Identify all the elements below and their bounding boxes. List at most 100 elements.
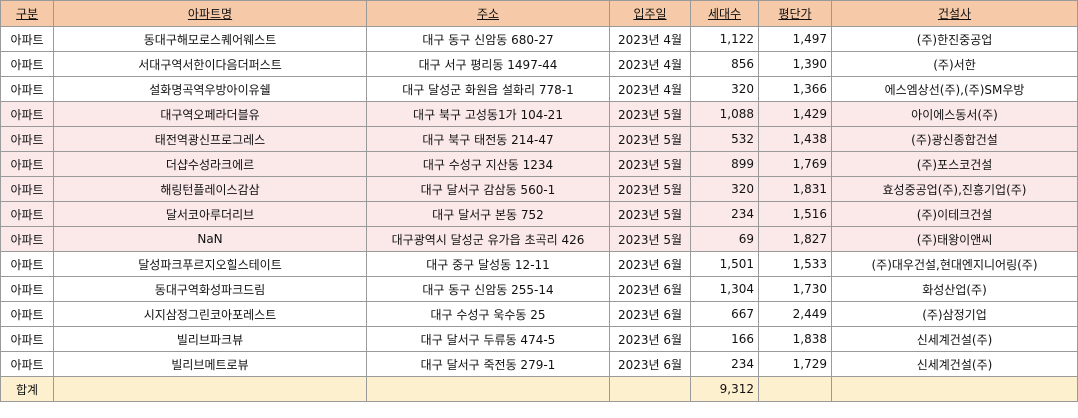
cell-price[interactable]: 1,769 <box>758 151 832 177</box>
cell-date[interactable]: 2023년 4월 <box>609 76 691 102</box>
cell-price[interactable]: 1,831 <box>758 176 832 202</box>
column-header-date[interactable]: 입주일 <box>609 0 691 27</box>
cell-name[interactable]: 태전역광신프로그레스 <box>53 126 367 152</box>
cell-price[interactable]: 1,429 <box>758 101 832 127</box>
cell-address[interactable]: 대구 동구 신암동 255-14 <box>366 276 610 302</box>
cell-date[interactable]: 2023년 6월 <box>609 276 691 302</box>
cell-price[interactable]: 2,449 <box>758 301 832 327</box>
cell-name[interactable]: NaN <box>53 226 367 252</box>
cell-address[interactable]: 대구 동구 신암동 680-27 <box>366 26 610 52</box>
cell-address[interactable]: 대구 수성구 지산동 1234 <box>366 151 610 177</box>
cell-date[interactable]: 2023년 5월 <box>609 201 691 227</box>
cell-type[interactable]: 아파트 <box>0 226 54 252</box>
cell-date[interactable]: 2023년 6월 <box>609 326 691 352</box>
cell-address[interactable]: 대구 달성군 화원읍 설화리 778-1 <box>366 76 610 102</box>
cell-date[interactable]: 2023년 4월 <box>609 51 691 77</box>
cell-builder[interactable]: (주)이테크건설 <box>831 201 1078 227</box>
cell-builder[interactable]: 화성산업(주) <box>831 276 1078 302</box>
cell-date[interactable]: 2023년 5월 <box>609 176 691 202</box>
cell-type[interactable]: 아파트 <box>0 276 54 302</box>
cell-units[interactable]: 234 <box>690 201 759 227</box>
cell-name[interactable]: 달서코아루더리브 <box>53 201 367 227</box>
cell-address[interactable]: 대구광역시 달성군 유가읍 초곡리 426 <box>366 226 610 252</box>
cell-type[interactable]: 아파트 <box>0 251 54 277</box>
cell-units[interactable]: 532 <box>690 126 759 152</box>
cell-date[interactable]: 2023년 5월 <box>609 151 691 177</box>
cell-price[interactable]: 1,827 <box>758 226 832 252</box>
cell-name[interactable]: 빌리브메트로뷰 <box>53 351 367 377</box>
cell-builder[interactable]: (주)서한 <box>831 51 1078 77</box>
cell-units[interactable]: 1,088 <box>690 101 759 127</box>
cell-name[interactable]: 대구역오페라더블유 <box>53 101 367 127</box>
cell-units[interactable]: 320 <box>690 76 759 102</box>
cell-name[interactable]: 설화명곡역우방아이유쉘 <box>53 76 367 102</box>
cell-units[interactable]: 899 <box>690 151 759 177</box>
cell-builder[interactable]: 효성중공업(주),진흥기업(주) <box>831 176 1078 202</box>
cell-price[interactable]: 1,533 <box>758 251 832 277</box>
cell-address[interactable]: 대구 중구 달성동 12-11 <box>366 251 610 277</box>
cell-date[interactable]: 2023년 5월 <box>609 126 691 152</box>
cell-date[interactable]: 2023년 4월 <box>609 26 691 52</box>
column-header-type[interactable]: 구분 <box>0 0 54 27</box>
cell-name[interactable]: 더샵수성라크에르 <box>53 151 367 177</box>
cell-builder[interactable]: 에스엠상선(주),(주)SM우방 <box>831 76 1078 102</box>
cell-builder[interactable]: 아이에스동서(주) <box>831 101 1078 127</box>
cell-builder[interactable]: (주)대우건설,현대엔지니어링(주) <box>831 251 1078 277</box>
cell-units[interactable]: 69 <box>690 226 759 252</box>
cell-units[interactable]: 1,122 <box>690 26 759 52</box>
cell-name[interactable]: 동대구해모로스퀘어웨스트 <box>53 26 367 52</box>
cell-name[interactable]: 서대구역서한이다음더퍼스트 <box>53 51 367 77</box>
cell-builder[interactable]: (주)한진중공업 <box>831 26 1078 52</box>
column-header-units[interactable]: 세대수 <box>690 0 759 27</box>
cell-price[interactable]: 1,729 <box>758 351 832 377</box>
cell-date[interactable]: 2023년 6월 <box>609 301 691 327</box>
cell-date[interactable]: 2023년 5월 <box>609 101 691 127</box>
cell-date[interactable]: 2023년 5월 <box>609 226 691 252</box>
cell-price[interactable]: 1,438 <box>758 126 832 152</box>
cell-type[interactable]: 아파트 <box>0 101 54 127</box>
cell-price[interactable]: 1,366 <box>758 76 832 102</box>
column-header-price[interactable]: 평단가 <box>758 0 832 27</box>
cell-price[interactable]: 1,838 <box>758 326 832 352</box>
cell-type[interactable]: 아파트 <box>0 326 54 352</box>
cell-type[interactable]: 아파트 <box>0 76 54 102</box>
cell-builder[interactable]: (주)광신종합건설 <box>831 126 1078 152</box>
cell-name[interactable]: 달성파크푸르지오힐스테이트 <box>53 251 367 277</box>
cell-builder[interactable]: 신세계건설(주) <box>831 326 1078 352</box>
cell-price[interactable]: 1,516 <box>758 201 832 227</box>
cell-price[interactable]: 1,730 <box>758 276 832 302</box>
cell-units[interactable]: 1,304 <box>690 276 759 302</box>
cell-type[interactable]: 아파트 <box>0 26 54 52</box>
cell-name[interactable]: 시지삼정그린코아포레스트 <box>53 301 367 327</box>
cell-type[interactable]: 아파트 <box>0 176 54 202</box>
column-header-builder[interactable]: 건설사 <box>831 0 1078 27</box>
cell-builder[interactable]: (주)태왕이앤씨 <box>831 226 1078 252</box>
cell-date[interactable]: 2023년 6월 <box>609 351 691 377</box>
cell-address[interactable]: 대구 달서구 본동 752 <box>366 201 610 227</box>
cell-address[interactable]: 대구 북구 고성동1가 104-21 <box>366 101 610 127</box>
cell-builder[interactable]: (주)포스코건설 <box>831 151 1078 177</box>
cell-type[interactable]: 아파트 <box>0 126 54 152</box>
cell-address[interactable]: 대구 북구 태전동 214-47 <box>366 126 610 152</box>
cell-type[interactable]: 아파트 <box>0 301 54 327</box>
cell-builder[interactable]: (주)삼정기업 <box>831 301 1078 327</box>
column-header-name[interactable]: 아파트명 <box>53 0 367 27</box>
cell-type[interactable]: 아파트 <box>0 201 54 227</box>
cell-date[interactable]: 2023년 6월 <box>609 251 691 277</box>
cell-type[interactable]: 아파트 <box>0 151 54 177</box>
cell-address[interactable]: 대구 서구 평리동 1497-44 <box>366 51 610 77</box>
cell-units[interactable]: 320 <box>690 176 759 202</box>
cell-address[interactable]: 대구 달서구 두류동 474-5 <box>366 326 610 352</box>
cell-type[interactable]: 아파트 <box>0 351 54 377</box>
cell-address[interactable]: 대구 수성구 욱수동 25 <box>366 301 610 327</box>
cell-type[interactable]: 아파트 <box>0 51 54 77</box>
cell-address[interactable]: 대구 달서구 죽전동 279-1 <box>366 351 610 377</box>
cell-price[interactable]: 1,497 <box>758 26 832 52</box>
cell-address[interactable]: 대구 달서구 감삼동 560-1 <box>366 176 610 202</box>
column-header-address[interactable]: 주소 <box>366 0 610 27</box>
cell-units[interactable]: 1,501 <box>690 251 759 277</box>
cell-name[interactable]: 동대구역화성파크드림 <box>53 276 367 302</box>
cell-builder[interactable]: 신세계건설(주) <box>831 351 1078 377</box>
cell-name[interactable]: 빌리브파크뷰 <box>53 326 367 352</box>
cell-units[interactable]: 234 <box>690 351 759 377</box>
